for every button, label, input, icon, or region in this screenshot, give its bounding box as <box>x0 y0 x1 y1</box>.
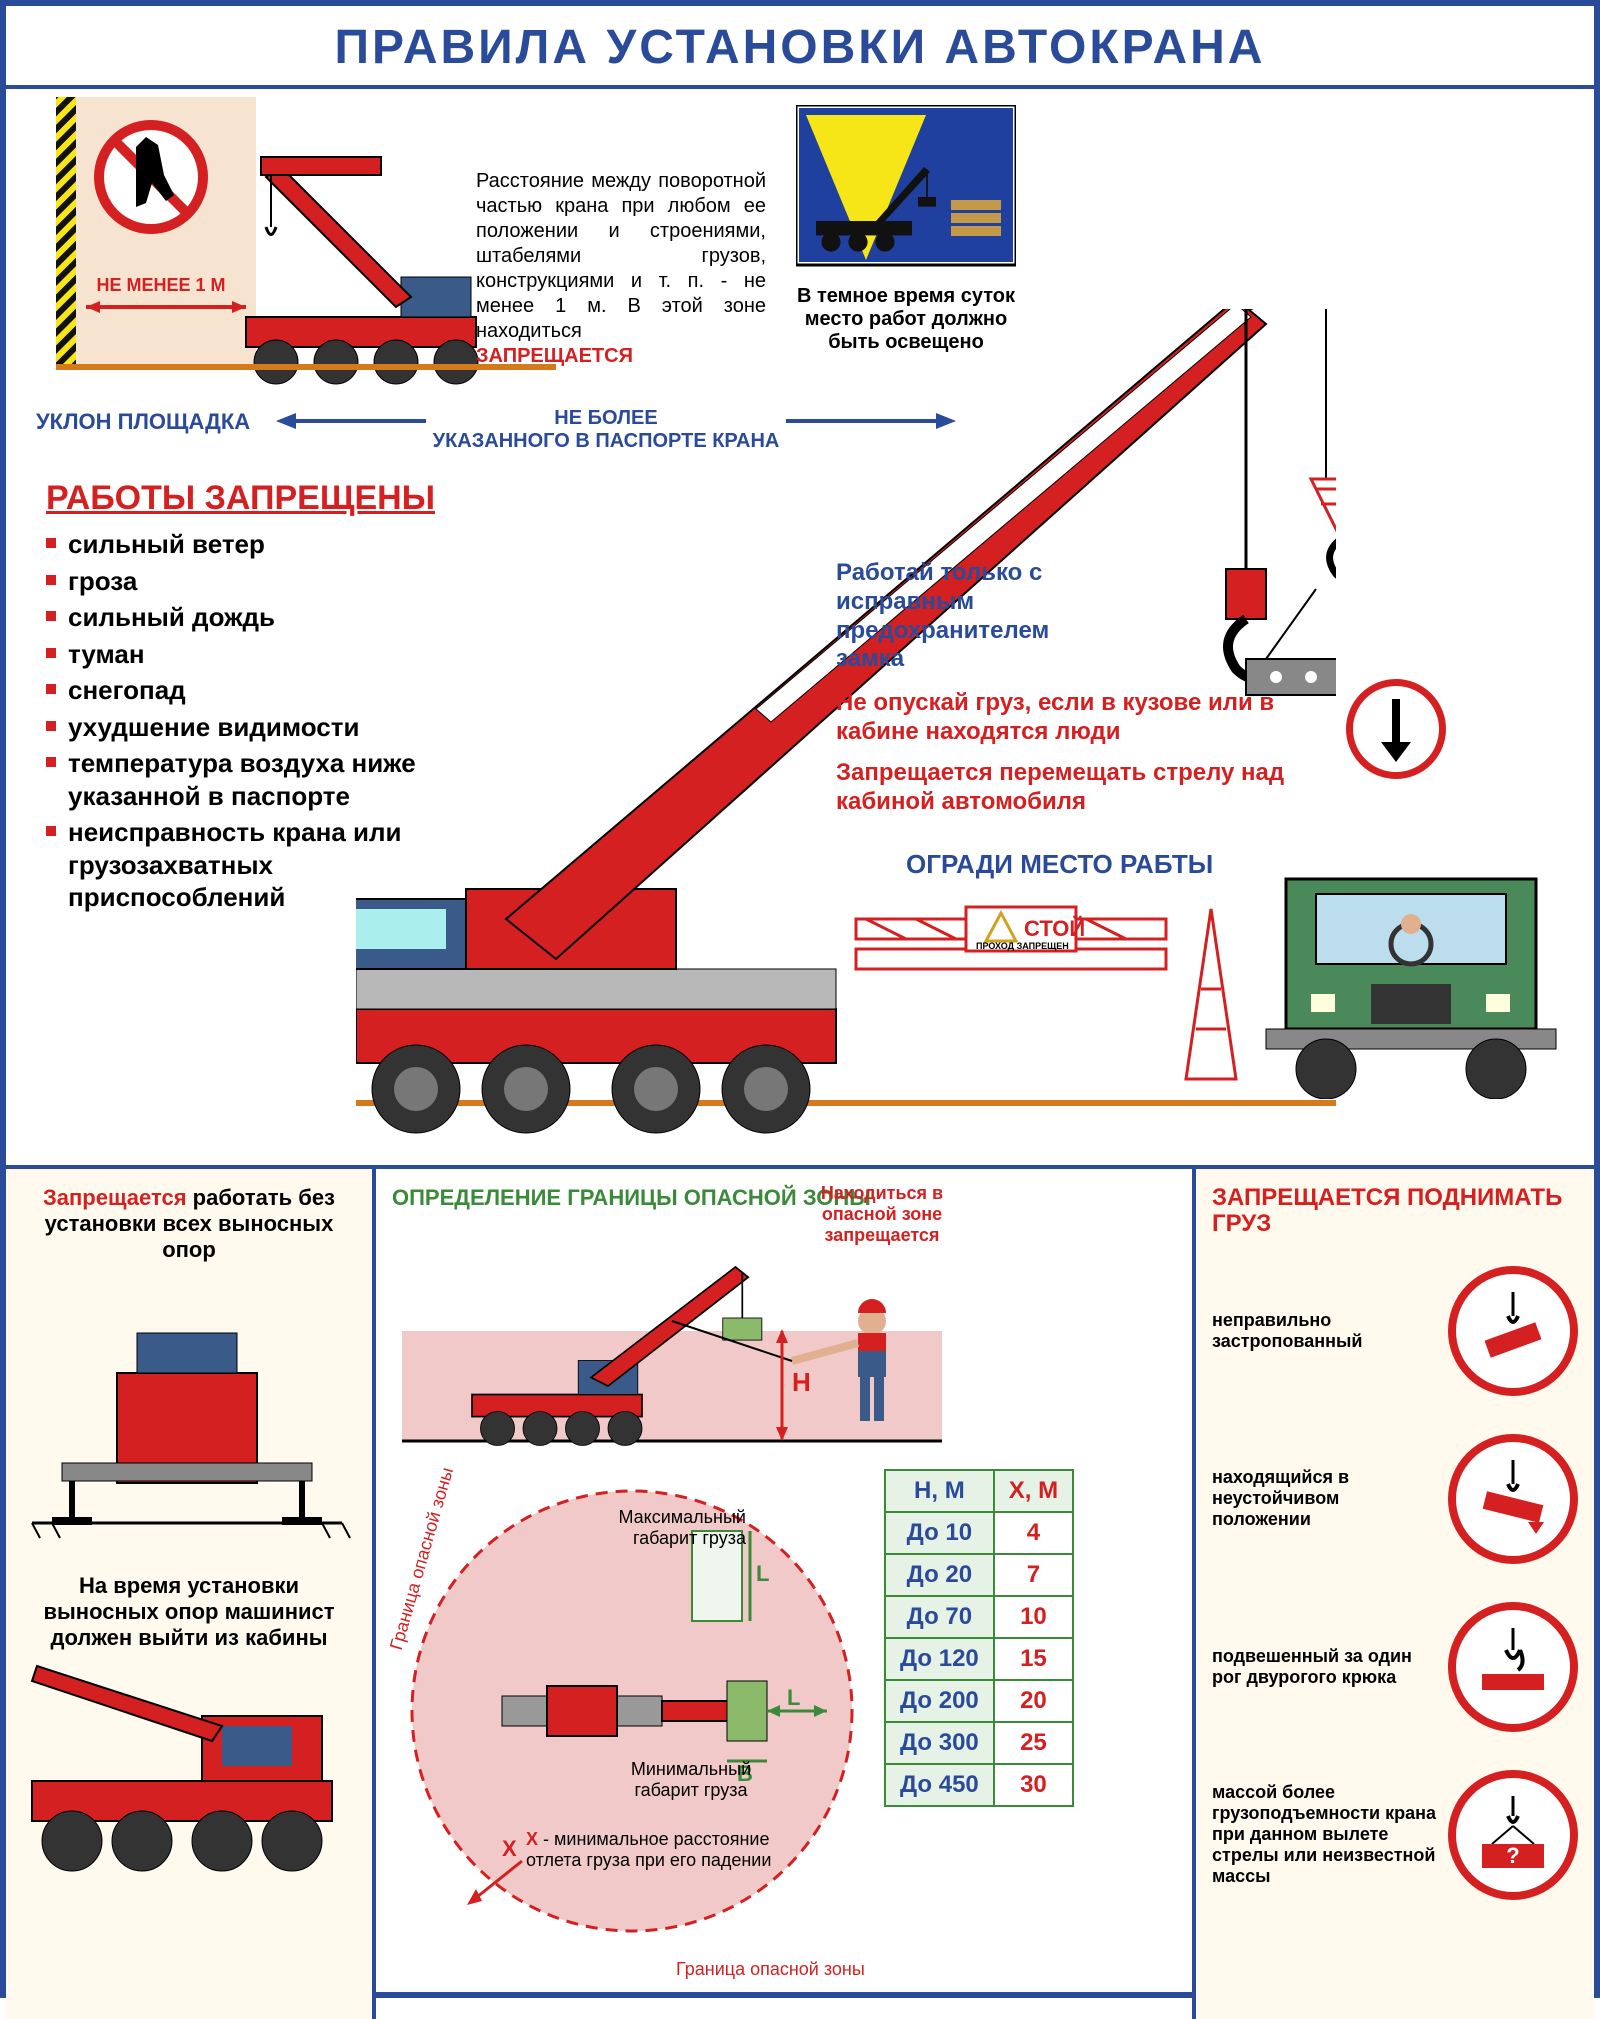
crane-side-icon <box>22 1661 352 1891</box>
prohibition-icon <box>1448 1434 1578 1564</box>
fence-illustration <box>846 879 1246 1109</box>
zone-x: 7 <box>994 1554 1073 1596</box>
zone-x: 20 <box>994 1680 1073 1722</box>
p2-warn: Находиться в опасной зоне запрещается <box>792 1183 972 1246</box>
zone-h: До 450 <box>885 1764 994 1806</box>
prohibition-icon <box>1448 1266 1578 1396</box>
rule-no-lower: Не опускай груз, если в кузове или в каб… <box>836 689 1296 747</box>
slope-label: УКЛОН ПЛОЩАДКА <box>36 409 250 435</box>
th-x: X, М <box>994 1470 1073 1512</box>
fence-label: ОГРАДИ МЕСТО РАБТЫ <box>906 849 1213 880</box>
th-h: H, М <box>885 1470 994 1512</box>
zone-h: До 70 <box>885 1596 994 1638</box>
zone-table-wrap: H, М X, М До 104До 207До 7010До 12015До … <box>884 1461 1074 1807</box>
no-lift-item: подвешенный за один рог двурогого крюка <box>1212 1592 1578 1742</box>
green-truck-illustration <box>1256 819 1576 1099</box>
down-arrow-icon <box>1346 679 1446 779</box>
clearance-min-label: НЕ МЕНЕЕ 1 М <box>76 275 246 296</box>
panel-outriggers: Запрещается работать без установки всех … <box>6 1169 376 2019</box>
zone-h: До 120 <box>885 1638 994 1680</box>
zone-x: 30 <box>994 1764 1073 1806</box>
main-title: ПРАВИЛА УСТАНОВКИ АВТОКРАНА <box>6 6 1594 89</box>
no-lift-item: массой более грузоподъемности крана при … <box>1212 1760 1578 1910</box>
svg-text:L: L <box>756 1561 769 1586</box>
no-lift-item: неправильно застропованный <box>1212 1256 1578 1406</box>
stop-main: СТОЙ <box>1024 916 1085 942</box>
p1-text1: Запрещается работать без установки всех … <box>22 1185 356 1263</box>
night-illustration <box>796 105 1016 285</box>
svg-text:L: L <box>787 1685 800 1710</box>
zone-x: 10 <box>994 1596 1073 1638</box>
zone-h: До 200 <box>885 1680 994 1722</box>
p1-text2: На время установки выносных опор машинис… <box>22 1573 356 1651</box>
rule-no-swing: Запрещается перемещать стрелу над кабино… <box>836 759 1296 817</box>
svg-text:?: ? <box>1506 1843 1519 1868</box>
prohibition-icon: ? <box>1448 1770 1578 1900</box>
prohibition-icon <box>1448 1602 1578 1732</box>
zone-h: До 20 <box>885 1554 994 1596</box>
stop-sub: ПРОХОД ЗАПРЕЩЕН <box>976 941 1069 951</box>
poster: ПРАВИЛА УСТАНОВКИ АВТОКРАНА <box>0 0 1600 1998</box>
top-section: НЕ МЕНЕЕ 1 М Расстояние между поворотной… <box>6 89 1594 1169</box>
zone-table: H, М X, М До 104До 207До 7010До 12015До … <box>884 1469 1074 1807</box>
p3-title: ЗАПРЕЩАЕТСЯ ПОДНИМАТЬ ГРУЗ <box>1212 1185 1578 1238</box>
zone-h: До 300 <box>885 1722 994 1764</box>
H-label: H <box>792 1367 811 1397</box>
panel-danger-zone: ОПРЕДЕЛЕНИЕ ГРАНИЦЫ ОПАСНОЙ ЗОНЫ Находит… <box>376 1169 1196 2019</box>
zone-h: До 10 <box>885 1512 994 1554</box>
panel-no-lift: ЗАПРЕЩАЕТСЯ ПОДНИМАТЬ ГРУЗ неправильно з… <box>1196 1169 1594 2019</box>
min-label: Минимальный габарит груза <box>616 1759 766 1801</box>
x-note: X - минимальное расстояние отлета груза … <box>526 1829 806 1871</box>
zone-x: 25 <box>994 1722 1073 1764</box>
crane-outriggers-icon <box>22 1263 352 1563</box>
bottom-section: Запрещается работать без установки всех … <box>6 1169 1594 2019</box>
svg-text:X: X <box>502 1836 517 1861</box>
p3-list: неправильно застропованный находящийся в … <box>1212 1256 1578 1910</box>
zone-x: 4 <box>994 1512 1073 1554</box>
zone-elevation-icon: H <box>392 1211 952 1461</box>
p2-title: ОПРЕДЕЛЕНИЕ ГРАНИЦЫ ОПАСНОЙ ЗОНЫ <box>392 1185 1176 1211</box>
max-label: Максимальный габарит груза <box>586 1507 746 1549</box>
circle-label-2: Граница опасной зоны <box>676 1959 865 1980</box>
rule-safety-lock: Работай только с исправным предохранител… <box>836 559 1116 674</box>
no-lift-item: находящийся в неустойчивом положении <box>1212 1424 1578 1574</box>
zone-x: 15 <box>994 1638 1073 1680</box>
